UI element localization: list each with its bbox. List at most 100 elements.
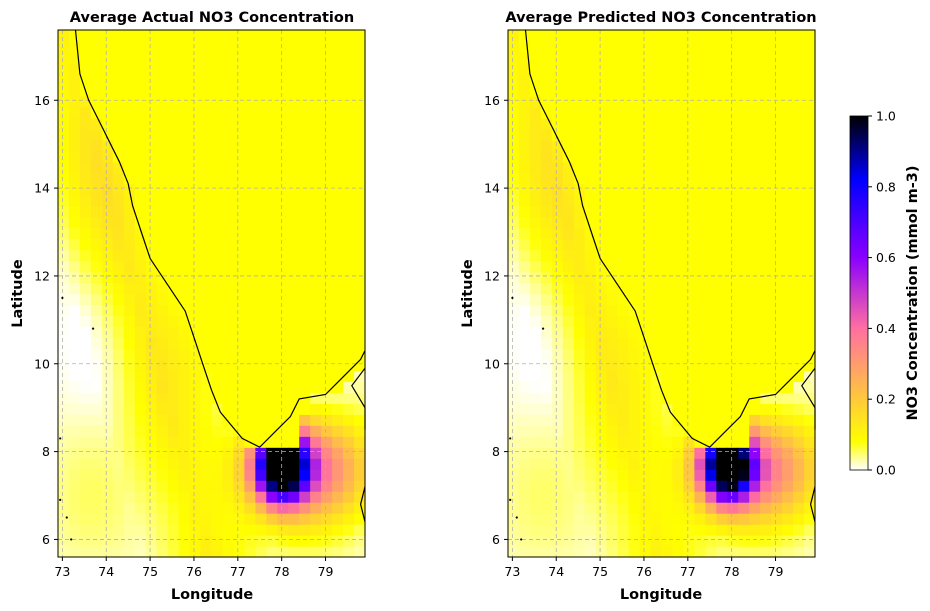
heatmap-cell: [244, 370, 256, 382]
heatmap-cell: [211, 95, 224, 108]
heatmap-cell: [79, 282, 92, 295]
heatmap-cell: [332, 546, 344, 558]
heatmap-cell: [727, 425, 739, 437]
heatmap-cell: [508, 535, 520, 547]
heatmap-cell: [683, 249, 695, 262]
heatmap-cell: [650, 260, 663, 273]
heatmap-cell: [738, 282, 750, 295]
heatmap-cell: [650, 216, 663, 229]
heatmap-cell: [760, 392, 772, 404]
heatmap-cell: [189, 502, 202, 514]
heatmap-cell: [760, 238, 772, 251]
heatmap-cell: [354, 381, 366, 393]
heatmap-cell: [573, 458, 586, 470]
heatmap-cell: [738, 216, 750, 229]
heatmap-cell: [68, 271, 81, 284]
heatmap-cell: [793, 403, 805, 415]
heatmap-cell: [529, 535, 542, 547]
heatmap-cell: [79, 271, 92, 284]
heatmap-cell: [760, 381, 772, 393]
heatmap-cell: [266, 238, 278, 251]
heatmap-cell: [299, 227, 311, 240]
heatmap-cell: [288, 260, 300, 273]
heatmap-cell: [101, 260, 114, 273]
heatmap-cell: [156, 414, 169, 426]
heatmap-cell: [727, 502, 739, 514]
heatmap-cell: [310, 370, 322, 382]
heatmap-cell: [518, 216, 531, 229]
heatmap-cell: [134, 30, 147, 42]
heatmap-cell: [771, 139, 783, 152]
heatmap-cell: [760, 348, 772, 360]
heatmap-cell: [727, 403, 739, 415]
heatmap-cell: [584, 326, 597, 339]
heatmap-cell: [518, 304, 531, 317]
heatmap-cell: [617, 271, 630, 284]
heatmap-cell: [343, 392, 355, 404]
heatmap-cell: [540, 172, 553, 185]
heatmap-cell: [156, 40, 169, 53]
heatmap-cell: [606, 238, 619, 251]
heatmap-cell: [727, 249, 739, 262]
heatmap-cell: [58, 62, 70, 75]
chart-title: Average Actual NO3 Concentration: [70, 10, 354, 26]
heatmap-cell: [551, 546, 564, 558]
heatmap-cell: [551, 62, 564, 75]
heatmap-cell: [562, 249, 575, 262]
heatmap-cell: [782, 40, 794, 53]
heatmap-cell: [595, 436, 608, 448]
heatmap-cell: [705, 194, 717, 207]
heatmap-cell: [200, 348, 213, 360]
heatmap-cell: [595, 502, 608, 514]
heatmap-cell: [156, 403, 169, 415]
heatmap-cell: [178, 40, 191, 53]
heatmap-cell: [562, 491, 575, 503]
heatmap-cell: [354, 513, 366, 525]
heatmap-cell: [354, 337, 366, 349]
heatmap-cell: [123, 128, 136, 141]
heatmap-cell: [255, 513, 267, 525]
heatmap-cell: [518, 62, 531, 75]
heatmap-cell: [562, 524, 575, 536]
heatmap-cell: [123, 348, 136, 360]
heatmap-cell: [661, 106, 674, 119]
heatmap-cell: [112, 205, 125, 218]
heatmap-cell: [771, 161, 783, 174]
heatmap-cell: [332, 260, 344, 273]
heatmap-cell: [79, 535, 92, 547]
heatmap-cell: [156, 502, 169, 514]
heatmap-cell: [716, 139, 728, 152]
heatmap-cell: [639, 117, 652, 130]
heatmap-cell: [694, 227, 706, 240]
heatmap-cell: [639, 51, 652, 64]
heatmap-cell: [244, 62, 256, 75]
heatmap-cell: [310, 282, 322, 295]
heatmap-cell: [628, 447, 641, 459]
heatmap-cell: [508, 238, 520, 251]
heatmap-cell: [58, 436, 70, 448]
heatmap-cell: [233, 546, 245, 558]
heatmap-cell: [310, 128, 322, 141]
heatmap-cell: [661, 326, 674, 339]
heatmap-cell: [332, 30, 344, 42]
heatmap-cell: [299, 502, 311, 514]
heatmap-cell: [639, 326, 652, 339]
heatmap-cell: [299, 436, 311, 448]
heatmap-cell: [310, 403, 322, 415]
heatmap-cell: [683, 535, 695, 547]
heatmap-cell: [804, 293, 816, 306]
heatmap-cell: [573, 425, 586, 437]
heatmap-cell: [112, 491, 125, 503]
heatmap-cell: [573, 403, 586, 415]
heatmap-cell: [58, 271, 70, 284]
heatmap-cell: [58, 106, 70, 119]
heatmap-cell: [277, 403, 289, 415]
heatmap-cell: [299, 535, 311, 547]
heatmap-cell: [90, 304, 103, 317]
heatmap-cell: [727, 260, 739, 273]
heatmap-cell: [793, 95, 805, 108]
heatmap-cell: [79, 139, 92, 152]
heatmap-cell: [529, 205, 542, 218]
heatmap-cell: [738, 304, 750, 317]
heatmap-cell: [760, 271, 772, 284]
